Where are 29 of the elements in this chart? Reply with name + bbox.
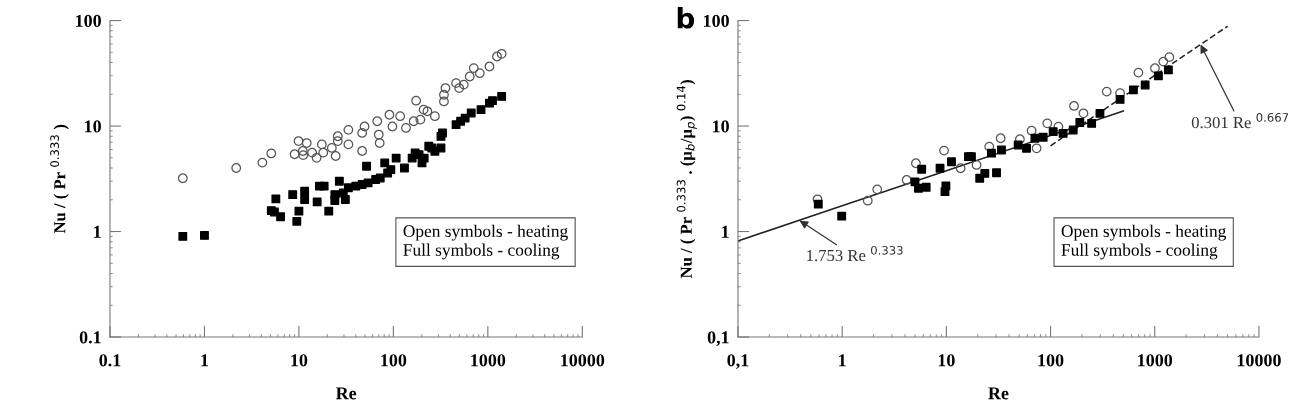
x-tick-label: 100 — [1038, 354, 1064, 367]
x-tick-label: 0.1 — [99, 354, 121, 367]
x-tick-label: 0,1 — [727, 354, 749, 370]
x-tick-label: 1 — [201, 354, 209, 367]
annotation: 0.301 Re $^{0.667}$ — [1191, 112, 1289, 129]
x-tick-label: 1000 — [471, 354, 506, 367]
y-tick-label: 1 — [94, 225, 101, 238]
x-tick-label: 100 — [381, 354, 407, 367]
y-axis-title: Nu / ( Pr $^{0.333}$ ) — [50, 124, 69, 234]
annotation: Open symbols - heating Full symbols - cooling — [403, 224, 568, 260]
x-axis-title: Re — [988, 387, 1009, 400]
x-tick-label: 10 — [938, 354, 955, 367]
x-tick-label: 1 — [839, 354, 846, 367]
x-tick-label: 1000 — [1138, 354, 1173, 367]
annotation: Open symbols - heating Full symbols - cooling — [1061, 224, 1227, 260]
text: b — [677, 7, 695, 29]
y-tick-label: 10 — [85, 120, 101, 133]
y-tick-label: 10 — [713, 120, 729, 133]
text: Nu / ( Pr $^{0.333}$ . (μ$_{b}$/μ$_{p}$) $^{0.14}$) — [676, 79, 697, 279]
y-tick-label: 0.1 — [79, 331, 101, 344]
x-tick-label: 10 — [291, 354, 308, 367]
x-tick-label: 10000 — [561, 354, 605, 367]
annotation: 1.753 Re $^{0.333}$ — [807, 245, 903, 262]
x-tick-label: 10000 — [1237, 354, 1281, 367]
y-tick-label: 100 — [76, 14, 101, 27]
x-axis-title: Re — [335, 387, 357, 400]
y-tick-label: 100 — [704, 14, 729, 27]
y-tick-label: 1 — [722, 225, 729, 238]
y-tick-label: 0,1 — [707, 331, 729, 347]
